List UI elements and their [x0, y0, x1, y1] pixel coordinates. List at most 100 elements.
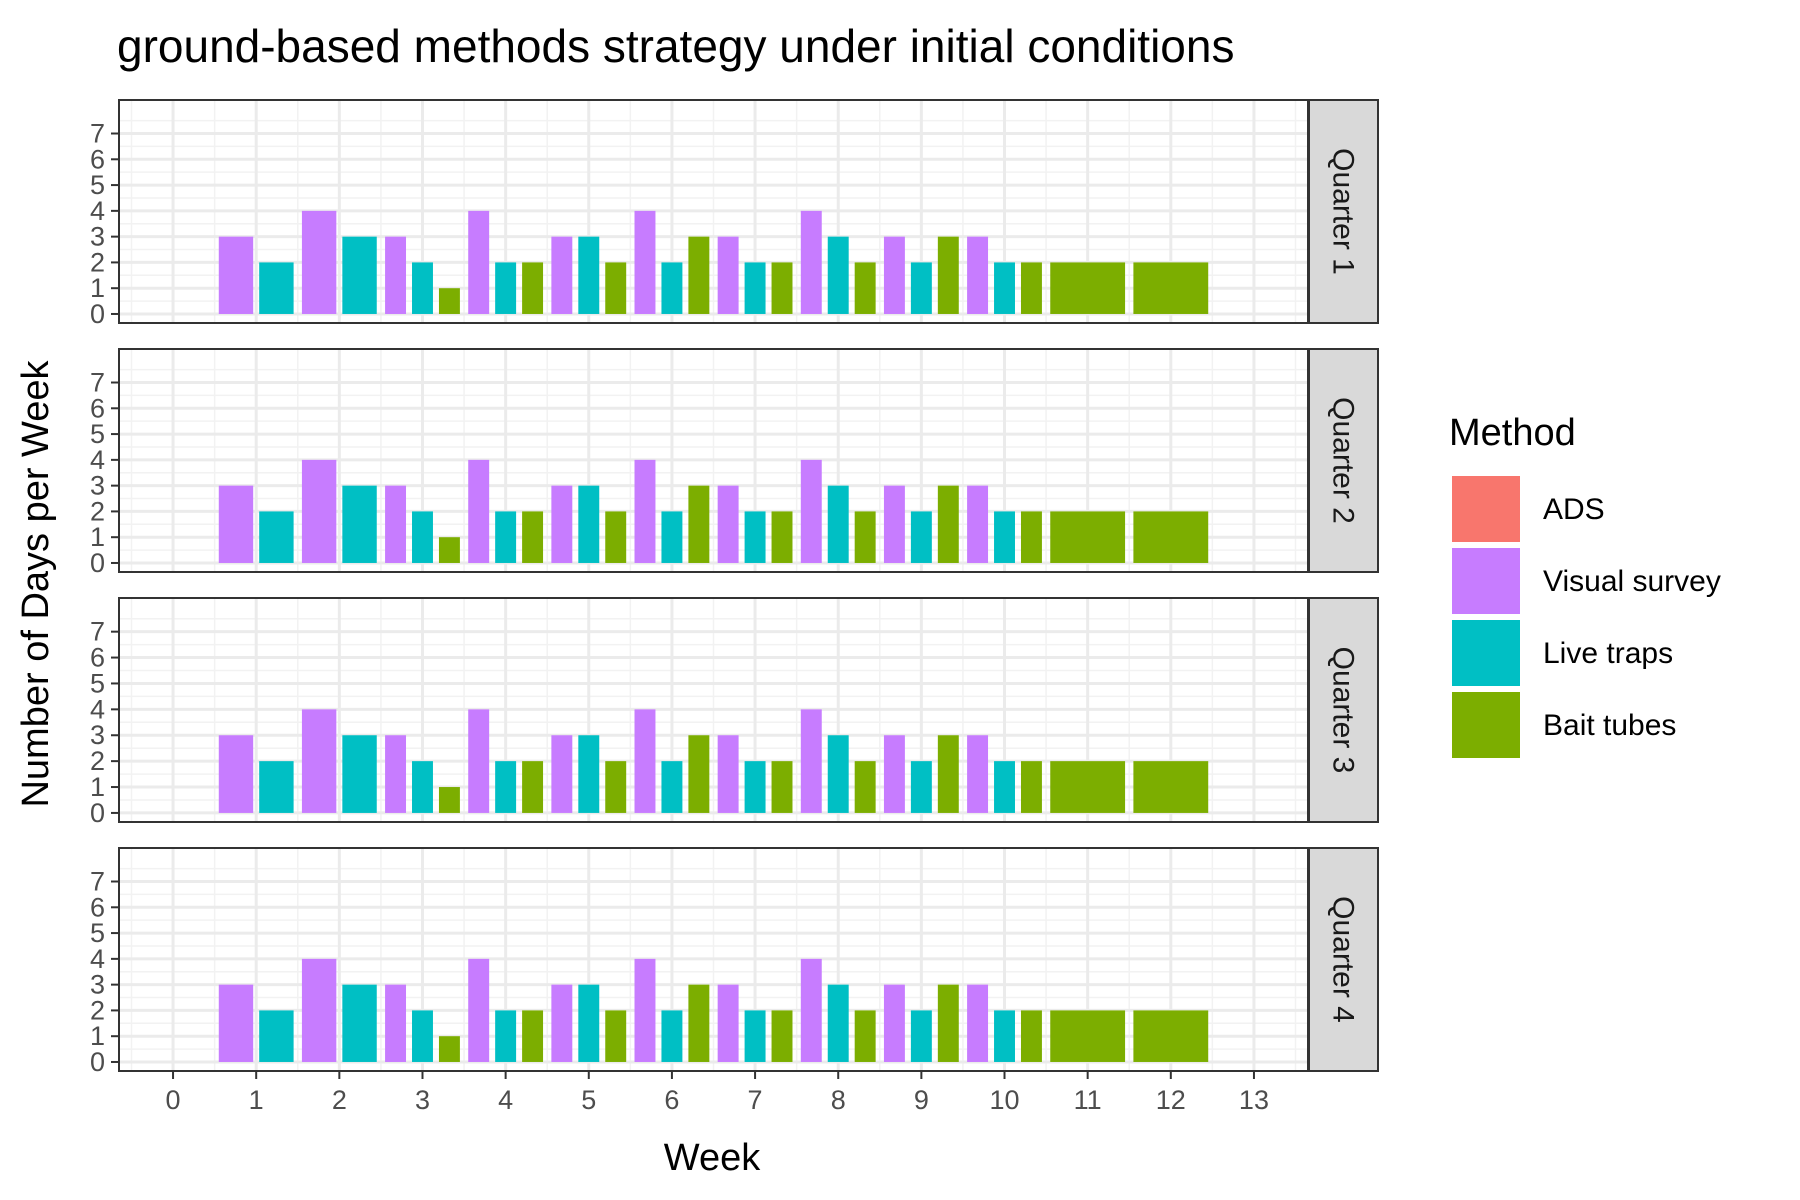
legend-key	[1452, 692, 1520, 758]
bar	[551, 236, 573, 314]
y-tick-label: 1	[90, 522, 105, 552]
y-tick-label: 2	[90, 496, 105, 526]
bar	[967, 735, 989, 813]
y-tick-label: 4	[90, 445, 105, 475]
y-tick-label: 6	[90, 643, 105, 673]
x-tick-label: 11	[1074, 1085, 1102, 1115]
bar	[468, 709, 490, 813]
bar	[342, 236, 377, 314]
legend-key	[1452, 476, 1520, 542]
bar	[800, 709, 822, 813]
bar	[661, 262, 683, 314]
bar	[522, 1010, 544, 1062]
bar	[800, 459, 822, 563]
y-tick-label: 6	[90, 892, 105, 922]
bar	[385, 485, 407, 563]
x-tick-label: 3	[415, 1085, 430, 1115]
bar	[744, 761, 766, 813]
y-tick-label: 0	[90, 548, 105, 578]
y-axis-title: Number of Days per Week	[15, 359, 57, 807]
bar	[910, 761, 932, 813]
bar	[1133, 1010, 1209, 1062]
facet-strip-label: Quarter 1	[1327, 148, 1360, 275]
facet-strip	[1308, 847, 1379, 1072]
bar	[854, 1010, 876, 1062]
bar	[854, 511, 876, 563]
y-tick-label: 5	[90, 668, 105, 698]
y-tick-label: 1	[90, 1021, 105, 1051]
bar	[1133, 511, 1209, 563]
y-tick-label: 2	[90, 746, 105, 776]
bar	[1020, 1010, 1042, 1062]
bar	[385, 735, 407, 813]
bar	[218, 984, 254, 1062]
bar	[994, 262, 1015, 314]
bar	[688, 735, 710, 813]
facet-strip-label: Quarter 2	[1327, 397, 1360, 524]
bar	[605, 511, 627, 563]
bar	[468, 958, 490, 1062]
bar	[967, 984, 989, 1062]
x-tick-label: 2	[332, 1085, 347, 1115]
x-tick-label: 10	[989, 1085, 1019, 1115]
bar	[883, 236, 905, 314]
bar	[661, 511, 683, 563]
bar	[1050, 1010, 1126, 1062]
legend-label: Bait tubes	[1543, 709, 1676, 742]
y-tick-label: 2	[90, 247, 105, 277]
bar	[1133, 761, 1209, 813]
bar	[259, 262, 294, 314]
bar	[771, 1010, 793, 1062]
bar	[744, 511, 766, 563]
bar	[342, 984, 377, 1062]
bar	[259, 1010, 294, 1062]
bar	[994, 511, 1015, 563]
bar	[771, 511, 793, 563]
bar	[522, 262, 544, 314]
y-tick-label: 4	[90, 944, 105, 974]
bar	[1133, 262, 1209, 314]
bar	[937, 485, 959, 563]
bar	[218, 735, 254, 813]
bar	[578, 485, 600, 563]
legend-label: Visual survey	[1543, 565, 1721, 598]
bar	[578, 236, 600, 314]
bar	[661, 1010, 683, 1062]
bar	[744, 1010, 766, 1062]
bar	[342, 735, 377, 813]
y-tick-label: 5	[90, 918, 105, 948]
bar	[771, 761, 793, 813]
y-tick-label: 3	[90, 720, 105, 750]
bar	[495, 761, 517, 813]
bar	[385, 984, 407, 1062]
y-tick-label: 7	[90, 867, 105, 897]
bar	[717, 485, 739, 563]
y-tick-label: 0	[90, 798, 105, 828]
bar	[994, 761, 1015, 813]
bar	[994, 1010, 1015, 1062]
bar	[412, 761, 433, 813]
y-tick-label: 4	[90, 694, 105, 724]
bar	[744, 262, 766, 314]
y-tick-label: 2	[90, 995, 105, 1025]
bar	[605, 262, 627, 314]
bar	[937, 236, 959, 314]
bar	[800, 958, 822, 1062]
y-tick-label: 0	[90, 1047, 105, 1077]
x-tick-label: 0	[166, 1085, 181, 1115]
bar	[605, 1010, 627, 1062]
bar	[827, 984, 849, 1062]
facet-strip-label: Quarter 3	[1327, 647, 1360, 774]
bar	[937, 984, 959, 1062]
y-tick-label: 7	[90, 119, 105, 149]
bar	[827, 236, 849, 314]
bar	[259, 511, 294, 563]
bar	[1020, 761, 1042, 813]
bar	[551, 485, 573, 563]
bar	[342, 485, 377, 563]
legend-title: Method	[1449, 412, 1576, 454]
